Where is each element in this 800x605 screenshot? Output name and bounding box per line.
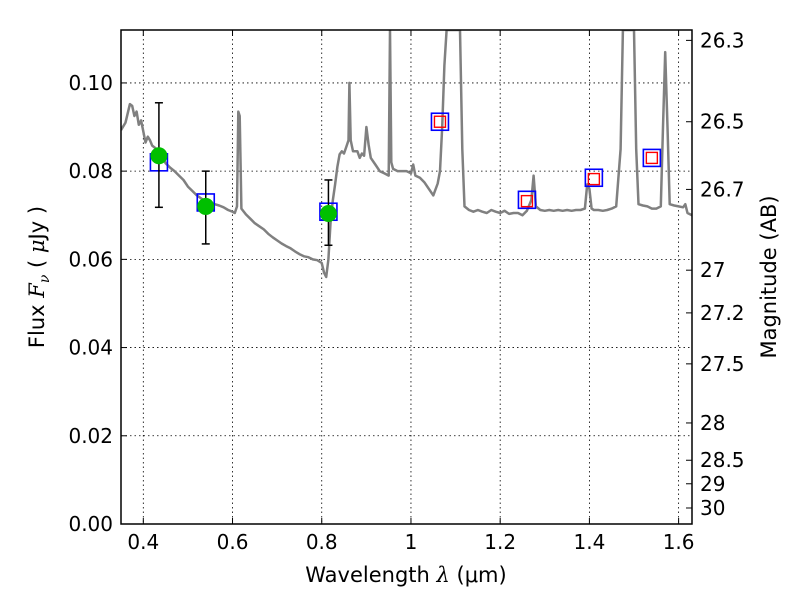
y2-tick-label: 27 <box>700 258 725 282</box>
y-tick-label: 0.10 <box>68 71 113 95</box>
y-tick-label: 0.06 <box>68 247 113 271</box>
y-axis-title-units-mu: μ <box>25 239 49 253</box>
y-tick-label: 0.00 <box>68 512 113 536</box>
y2-axis-title: Magnitude (AB) <box>757 195 781 358</box>
observed-flux-point <box>150 147 168 165</box>
upper-limit-square <box>587 172 601 186</box>
x-axis-title-symbol: λ <box>436 563 450 587</box>
y-axis-title-subscript: ν <box>37 274 53 283</box>
ticks: 0.4 0.6 0.8 1 1.2 1.4 1.6 0.00 0.02 0.04 0.06 0.08 0… <box>68 28 744 554</box>
y-axis-title-symbol: F <box>25 282 49 299</box>
upper-limit-square <box>645 151 659 165</box>
y2-tick-label: 29 <box>700 472 725 496</box>
y-tick-label: 0.08 <box>68 159 113 183</box>
model-photometry-square <box>584 168 604 188</box>
x-tick-label: 1.6 <box>663 530 695 554</box>
x-tick-label: 1.4 <box>573 530 605 554</box>
model-spectrum-line <box>121 30 692 279</box>
y-axis-title-prefix: Flux <box>25 298 49 348</box>
y2-tick-label: 26.5 <box>700 110 745 134</box>
x-axis-title-units: (μm) <box>450 563 507 587</box>
y-axis-title-units-open: ( <box>25 253 49 275</box>
data-layer <box>121 30 692 279</box>
y-tick-label: 0.04 <box>68 336 113 360</box>
x-tick-label: 0.8 <box>306 530 338 554</box>
plot-background <box>121 30 692 524</box>
plot-frame <box>120 29 693 525</box>
marker-layer <box>149 102 662 246</box>
y2-tick-label: 28.5 <box>700 448 745 472</box>
observed-flux-point <box>197 197 215 215</box>
x-tick-label: 0.4 <box>127 530 159 554</box>
x-tick-label: 1 <box>405 530 418 554</box>
model-photometry-square <box>517 190 537 210</box>
upper-limit-square <box>520 194 534 208</box>
y2-tick-label: 27.5 <box>700 352 745 376</box>
model-photometry-square <box>430 112 450 132</box>
y-axis-title-units-rest: Jy ) <box>25 206 49 242</box>
y2-tick-label: 28 <box>700 411 725 435</box>
observed-flux-point <box>319 204 337 222</box>
y-axis-title: Flux Fν ( μJy ) <box>25 206 53 348</box>
y2-tick-label: 26.7 <box>700 177 745 201</box>
x-tick-label: 0.6 <box>217 530 249 554</box>
x-tick-label: 1.2 <box>484 530 516 554</box>
y-tick-label: 0.02 <box>68 424 113 448</box>
y2-tick-label: 27.2 <box>700 301 745 325</box>
x-axis-title-prefix: Wavelength <box>305 563 436 587</box>
model-photometry-square <box>642 148 662 168</box>
y2-tick-label: 30 <box>700 496 725 520</box>
x-axis-title: Wavelength λ (μm) <box>305 563 506 587</box>
upper-limit-square <box>433 115 447 128</box>
y2-tick-label: 26.3 <box>700 28 745 52</box>
